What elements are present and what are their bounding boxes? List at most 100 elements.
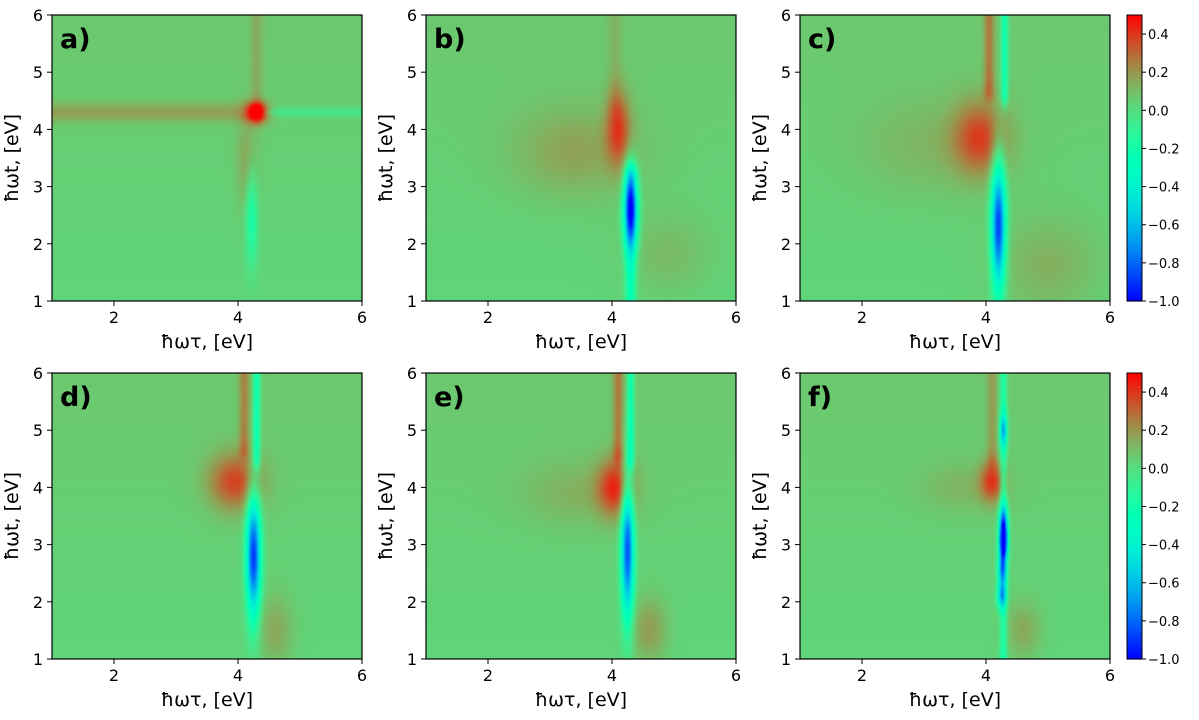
panel-b: 2 4 6 1 2 3 4 5 6 ħωτ, [eV] ħωt, [eV] b)	[375, 6, 741, 353]
colorbar-segment	[1127, 487, 1142, 491]
colorbar: 0.4 0.2 0.0 −0.2 −0.4 −0.6 −0.8 −1.0	[1126, 372, 1180, 668]
colorbar-segment	[1127, 432, 1142, 436]
colorbar-segment	[1127, 172, 1142, 176]
colorbar-segment	[1127, 563, 1142, 567]
x-axis-label: ħωτ, [eV]	[161, 331, 253, 353]
colorbar-segment	[1127, 24, 1142, 28]
y-axis-label: ħωt, [eV]	[749, 114, 771, 202]
colorbar-segment	[1127, 215, 1142, 219]
colorbar-segment	[1127, 146, 1142, 150]
colorbar-segment	[1127, 217, 1142, 221]
panel-label: a)	[60, 24, 91, 55]
colorbar-segment	[1127, 88, 1142, 92]
colorbar-segment	[1127, 124, 1142, 128]
colorbar-segment	[1127, 384, 1142, 388]
colorbar-segment	[1127, 191, 1142, 195]
heatmap-image	[800, 373, 1110, 659]
colorbar-segment	[1127, 200, 1142, 204]
colorbar-segment	[1127, 250, 1142, 254]
colorbar-segment	[1127, 403, 1142, 407]
colorbar-segment	[1127, 129, 1142, 133]
colorbar-segment	[1127, 542, 1142, 546]
colorbar-tick-label: −0.8	[1148, 257, 1180, 272]
colorbar-segment	[1127, 112, 1142, 116]
colorbar-segment	[1127, 480, 1142, 484]
colorbar-segment	[1127, 31, 1142, 35]
colorbar-segment	[1127, 527, 1142, 531]
colorbar-segment	[1127, 127, 1142, 130]
colorbar-segment	[1127, 382, 1142, 386]
colorbar: 0.4 0.2 0.0 −0.2 −0.4 −0.6 −0.8 −1.0	[1126, 14, 1180, 310]
colorbar-segment	[1127, 375, 1142, 379]
colorbar-segment	[1127, 162, 1142, 166]
colorbar-segment	[1127, 594, 1142, 598]
x-tick-label: 4	[981, 666, 991, 685]
y-tick-label: 5	[781, 421, 791, 440]
panel-label: b)	[434, 24, 466, 55]
colorbar-segment	[1127, 606, 1142, 610]
colorbar-segment	[1127, 205, 1142, 209]
colorbar-segment	[1127, 136, 1142, 140]
y-tick-label: 5	[407, 421, 417, 440]
panel-f: 2 4 6 1 2 3 4 5 6 ħωτ, [eV] ħωt, [eV] f)	[749, 364, 1115, 711]
y-tick-label: 5	[407, 63, 417, 82]
colorbar-segment	[1127, 373, 1142, 376]
x-tick-label: 4	[233, 666, 243, 685]
colorbar-segment	[1127, 465, 1142, 469]
colorbar-segment	[1127, 644, 1142, 648]
x-tick-label: 6	[1105, 666, 1115, 685]
colorbar-frame	[1126, 14, 1143, 302]
colorbar-segment	[1127, 22, 1142, 26]
colorbar-segment	[1127, 84, 1142, 88]
colorbar-segment	[1127, 193, 1142, 197]
colorbar-segment	[1127, 458, 1142, 462]
colorbar-segment	[1127, 115, 1142, 119]
colorbar-segment	[1127, 286, 1142, 290]
colorbar-segment	[1127, 577, 1142, 581]
colorbar-segment	[1127, 575, 1142, 579]
colorbar-tick-label: 0.0	[1148, 104, 1169, 119]
colorbar-segment	[1127, 442, 1142, 446]
colorbar-segment	[1127, 53, 1142, 57]
x-axis-label: ħωτ, [eV]	[909, 689, 1001, 711]
colorbar-segment	[1127, 93, 1142, 97]
colorbar-segment	[1127, 623, 1142, 627]
colorbar-segment	[1127, 566, 1142, 570]
colorbar-segment	[1127, 608, 1142, 612]
colorbar-segment	[1127, 260, 1142, 264]
colorbar-segment	[1127, 26, 1142, 30]
colorbar-segment	[1127, 423, 1142, 427]
y-tick-label: 2	[407, 235, 417, 254]
colorbar-tick-label: 0.4	[1148, 386, 1169, 401]
colorbar-tick-label: −0.6	[1148, 577, 1180, 592]
colorbar-segment	[1127, 580, 1142, 584]
colorbar-segment	[1127, 394, 1142, 398]
axes-frame	[51, 14, 363, 302]
colorbar-segment	[1127, 74, 1142, 78]
colorbar-tick-label: −1.0	[1148, 653, 1180, 668]
colorbar-segment	[1127, 107, 1142, 111]
x-tick-label: 4	[981, 308, 991, 327]
colorbar-segment	[1127, 558, 1142, 562]
x-axis-label: ħωτ, [eV]	[535, 689, 627, 711]
colorbar-segment	[1127, 122, 1142, 126]
colorbar-segment	[1127, 143, 1142, 147]
colorbar-segment	[1127, 231, 1142, 235]
x-tick-label: 2	[109, 666, 119, 685]
colorbar-segment	[1127, 408, 1142, 412]
colorbar-segment	[1127, 651, 1142, 655]
colorbar-tick-label: 0.0	[1148, 462, 1169, 477]
colorbar-segment	[1127, 413, 1142, 417]
colorbar-segment	[1127, 38, 1142, 42]
colorbar-segment	[1127, 508, 1142, 512]
colorbar-segment	[1127, 160, 1142, 164]
colorbar-segment	[1127, 473, 1142, 477]
y-tick-label: 2	[407, 593, 417, 612]
colorbar-segment	[1127, 105, 1142, 109]
panel-a: 2 4 6 1 2 3 4 5 6 ħωτ, [eV] ħωt, [eV] a)	[1, 6, 367, 353]
y-tick-label: 4	[407, 120, 417, 139]
colorbar-segment	[1127, 188, 1142, 192]
panel-label: c)	[808, 24, 836, 55]
colorbar-segment	[1127, 270, 1142, 273]
